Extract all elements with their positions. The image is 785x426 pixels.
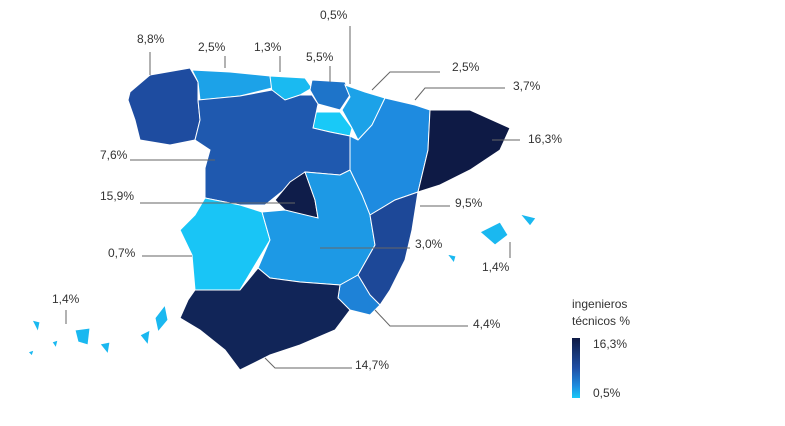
value-label: 1,4% [52, 292, 80, 306]
value-label: 2,5% [452, 60, 480, 74]
value-label: 8,8% [137, 32, 165, 46]
legend-title: ingenieros técnicos % [572, 297, 631, 328]
value-label: 4,4% [473, 317, 501, 331]
region [417, 109, 511, 193]
value-label: 0,7% [108, 246, 136, 260]
value-label: 14,7% [355, 358, 389, 372]
value-label: 2,5% [198, 40, 226, 54]
region [127, 67, 201, 146]
value-label: 7,6% [100, 148, 128, 162]
value-label: 9,5% [455, 196, 483, 210]
region [309, 79, 351, 111]
value-label: 1,4% [482, 260, 510, 274]
leader-line [374, 309, 468, 327]
value-label: 0,5% [320, 8, 348, 22]
value-label: 5,5% [306, 50, 334, 64]
leader-line [264, 357, 352, 369]
region [27, 303, 169, 357]
value-label: 15,9% [100, 189, 134, 203]
value-label: 1,3% [254, 40, 282, 54]
value-label: 3,7% [513, 79, 541, 93]
value-label: 3,0% [415, 237, 443, 251]
scale-label: 16,3% [593, 337, 627, 351]
region [191, 69, 273, 101]
leader-line [371, 71, 440, 91]
value-label: 16,3% [528, 132, 562, 146]
color-scale [572, 338, 580, 398]
scale-label: 0,5% [593, 386, 621, 400]
region [179, 267, 351, 371]
leader-line [414, 87, 505, 101]
region [445, 213, 537, 265]
